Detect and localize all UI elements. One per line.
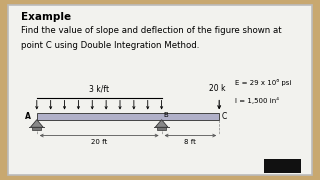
Bar	[37, 113, 219, 120]
Text: A: A	[25, 112, 31, 121]
Polygon shape	[155, 120, 168, 127]
Text: E = 29 x 10⁶ psi: E = 29 x 10⁶ psi	[235, 79, 292, 86]
Text: I = 1,500 in⁴: I = 1,500 in⁴	[235, 97, 279, 104]
Text: point C using Double Integration Method.: point C using Double Integration Method.	[21, 40, 199, 50]
Bar	[264, 159, 301, 173]
Bar	[32, 127, 41, 130]
Text: B: B	[163, 112, 168, 118]
Text: C: C	[222, 112, 227, 121]
Polygon shape	[30, 120, 43, 127]
Text: 3 k/ft: 3 k/ft	[89, 84, 109, 93]
Text: Example: Example	[21, 12, 71, 22]
Text: 8 ft: 8 ft	[184, 139, 196, 145]
Bar	[157, 127, 166, 130]
Text: Find the value of slope and deflection of the figure shown at: Find the value of slope and deflection o…	[21, 26, 281, 35]
Text: 20 ft: 20 ft	[91, 139, 107, 145]
Text: 20 k: 20 k	[209, 84, 226, 93]
